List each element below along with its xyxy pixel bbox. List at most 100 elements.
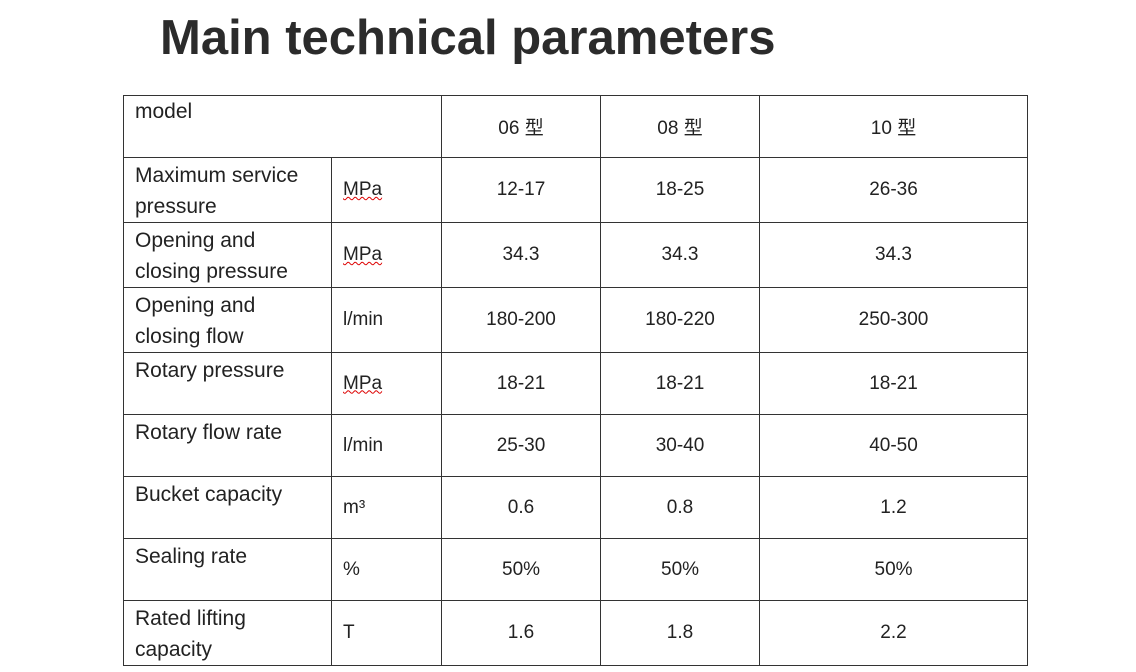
value-cell-text: 180-200 — [486, 309, 556, 330]
header-cell: model — [122, 95, 443, 158]
value-cell-text: 2.2 — [880, 622, 907, 643]
unit-cell-text: MPa — [343, 179, 383, 200]
value-cell: 180-200 — [441, 287, 602, 353]
value-cell-text: 30-40 — [655, 434, 705, 456]
parameter-name-text: Rotary pressure — [135, 359, 285, 382]
value-cell: 1.8 — [600, 600, 761, 666]
parameter-name: Opening and closing pressure — [123, 222, 332, 288]
value-cell: 50% — [441, 538, 602, 601]
parameter-name-text: Opening and closing pressure — [135, 229, 288, 283]
data-row: Rated lifting capacity T 1.6 1.8 2.2 — [123, 600, 1029, 666]
parameter-name-text: Sealing rate — [135, 545, 248, 568]
value-cell-text: 34.3 — [875, 244, 912, 265]
data-row: Maximum service pressure MPa 12-17 18-25 26-… — [123, 157, 1029, 223]
value-cell: 50% — [759, 538, 1029, 601]
value-cell: 34.3 — [600, 222, 761, 288]
value-cell-text: 250-300 — [858, 309, 929, 330]
value-cell: 0.6 — [441, 476, 602, 539]
value-cell: 12-17 — [441, 157, 602, 223]
value-cell-text: 1.8 — [666, 622, 694, 643]
header-cell: 10 型 — [759, 95, 1029, 158]
value-cell: 30-40 — [600, 414, 761, 477]
parameters-table: model 06 型 08 型 10 型 Maximum service pressur… — [122, 95, 1029, 666]
value-cell: 1.6 — [441, 600, 602, 666]
value-cell: 18-25 — [600, 157, 761, 223]
data-row: Rotary flow rate l/min 25-30 30-40 40-50 — [123, 414, 1029, 477]
value-cell: 40-50 — [759, 414, 1029, 477]
unit-cell-text: T — [343, 622, 355, 643]
header-row: model 06 型 08 型 10 型 — [122, 95, 1029, 158]
parameter-name: Bucket capacity — [123, 476, 332, 539]
value-cell: 18-21 — [441, 352, 602, 415]
data-row: Bucket capacity m³ 0.6 0.8 1.2 — [123, 476, 1029, 539]
value-cell: 0.8 — [600, 476, 761, 539]
value-cell: 34.3 — [759, 222, 1029, 288]
value-cell-text: 12-17 — [496, 179, 546, 200]
parameter-name: Rotary flow rate — [123, 414, 332, 477]
value-cell-text: 34.3 — [502, 244, 540, 265]
value-cell-text: 18-25 — [655, 179, 705, 200]
value-cell: 2.2 — [759, 600, 1029, 666]
value-cell: 25-30 — [441, 414, 602, 477]
value-cell-text: 0.8 — [666, 496, 694, 518]
value-cell: 18-21 — [759, 352, 1029, 415]
value-cell-text: 25-30 — [496, 434, 546, 456]
parameter-name-text: Rotary flow rate — [135, 421, 283, 444]
value-cell-text: 1.6 — [507, 622, 535, 643]
header-cell-text: model — [135, 100, 193, 123]
header-cell: 08 型 — [600, 95, 761, 158]
header-cell-text: 06 型 — [498, 118, 544, 139]
unit-cell: % — [330, 538, 443, 601]
unit-cell-text: MPa — [343, 372, 383, 394]
value-cell: 250-300 — [759, 287, 1029, 353]
value-cell-text: 1.2 — [880, 496, 907, 518]
value-cell-text: 50% — [874, 558, 913, 580]
unit-cell: MPa — [330, 352, 443, 415]
parameter-name-text: Bucket capacity — [135, 483, 283, 506]
value-cell-text: 34.3 — [661, 244, 699, 265]
parameter-name: Rated lifting capacity — [123, 600, 332, 666]
title: Main technical parameters — [160, 11, 776, 65]
value-cell: 50% — [600, 538, 761, 601]
value-cell-text: 40-50 — [869, 434, 918, 456]
value-cell-text: 18-21 — [655, 372, 705, 394]
data-row: Sealing rate% 50% 50% 50% — [123, 538, 1029, 601]
value-cell: 1.2 — [759, 476, 1029, 539]
parameter-name: Maximum service pressure — [123, 157, 332, 223]
unit-cell-text: l/min — [343, 434, 384, 456]
parameter-name: Rotary pressure — [123, 352, 332, 415]
value-cell-text: 0.6 — [507, 496, 535, 518]
unit-cell: l/min — [330, 287, 443, 353]
value-cell-text: 50% — [502, 558, 541, 580]
value-cell-text: 18-21 — [869, 372, 918, 394]
value-cell: 34.3 — [441, 222, 602, 288]
unit-cell-text: % — [343, 558, 360, 580]
parameter-name-text: Maximum service pressure — [135, 164, 299, 218]
header-cell-text: 08 型 — [657, 118, 703, 139]
unit-cell-text: m³ — [343, 496, 366, 518]
unit-cell: l/min — [330, 414, 443, 477]
value-cell-text: 180-220 — [645, 309, 715, 330]
unit-cell-text: MPa — [343, 244, 383, 265]
unit-cell: MPa — [330, 222, 443, 288]
unit-cell: m³ — [330, 476, 443, 539]
data-row: Opening and closing pressure MPa 34.3 34.3 3… — [123, 222, 1029, 288]
header-cell: 06 型 — [441, 95, 602, 158]
parameter-name-text: Rated lifting capacity — [135, 607, 246, 661]
value-cell: 180-220 — [600, 287, 761, 353]
data-row: Opening and closing flow l/min 180-200 180-… — [123, 287, 1029, 353]
unit-cell: T — [330, 600, 443, 666]
parameter-name-text: Opening and closing flow — [135, 294, 256, 348]
unit-cell: MPa — [330, 157, 443, 223]
value-cell: 18-21 — [600, 352, 761, 415]
parameter-name: Opening and closing flow — [123, 287, 332, 353]
value-cell-text: 26-36 — [869, 179, 918, 200]
data-row: Rotary pressure MPa 18-21 18-21 18-21 — [123, 352, 1029, 415]
value-cell-text: 18-21 — [496, 372, 546, 394]
unit-cell-text: l/min — [343, 309, 384, 330]
value-cell-text: 50% — [661, 558, 700, 580]
value-cell: 26-36 — [759, 157, 1029, 223]
header-cell-text: 10 型 — [870, 118, 917, 139]
parameter-name: Sealing rate — [123, 538, 332, 601]
